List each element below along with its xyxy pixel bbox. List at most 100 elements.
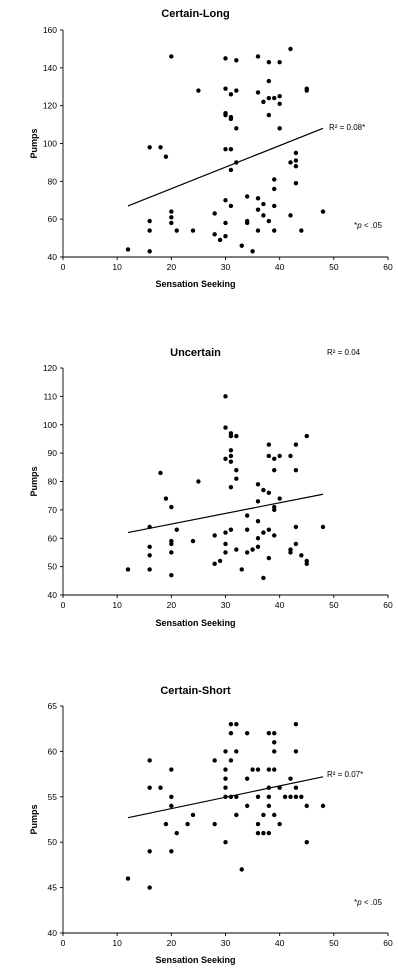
data-point <box>174 228 179 233</box>
data-point <box>261 99 266 105</box>
data-point <box>223 776 228 781</box>
data-point <box>244 803 250 809</box>
data-point <box>266 555 272 561</box>
data-point <box>272 203 277 209</box>
data-point <box>282 794 288 799</box>
data-point <box>212 821 217 827</box>
data-point <box>234 88 239 93</box>
data-point <box>174 830 179 836</box>
data-point <box>293 442 299 447</box>
data-point <box>169 54 174 59</box>
data-point <box>266 527 272 532</box>
data-point <box>266 218 272 224</box>
x-tick-label: 20 <box>167 600 177 610</box>
x-tick-label: 40 <box>275 938 285 948</box>
data-point <box>174 527 179 532</box>
y-tick-label: 50 <box>48 562 58 572</box>
data-point <box>255 794 261 799</box>
x-tick-label: 60 <box>383 600 393 610</box>
data-point <box>158 785 163 790</box>
data-point <box>288 453 293 459</box>
data-point <box>293 794 299 799</box>
data-point <box>223 233 228 239</box>
data-point <box>266 830 272 836</box>
data-point <box>255 519 261 524</box>
trend-line <box>127 493 324 534</box>
data-point <box>244 731 250 736</box>
data-point <box>234 58 239 63</box>
data-point <box>169 550 174 555</box>
data-point <box>223 550 228 555</box>
data-point <box>196 479 201 484</box>
data-point <box>212 561 217 566</box>
data-point <box>244 513 250 518</box>
chart-certain-long: Certain-Long 40 60 80 100 120 140 160 0 10 20 30 40 5… <box>29 8 393 289</box>
x-tick-label: 20 <box>167 938 177 948</box>
x-tick-label: 20 <box>167 262 177 272</box>
r-squared-label: R² = 0.08* <box>329 123 365 132</box>
data-point <box>293 524 299 530</box>
data-point <box>147 145 152 150</box>
data-point <box>272 177 277 182</box>
significance-footnote: *p < .05 <box>354 898 382 907</box>
data-point <box>228 721 234 727</box>
data-point <box>304 88 309 93</box>
data-point <box>261 812 266 818</box>
chart-uncertain: Uncertain 40 50 60 70 80 90 100 110 120 0 10 20 30 40 5… <box>29 347 393 628</box>
data-point <box>266 59 272 65</box>
y-tick-label: 160 <box>43 25 57 35</box>
data-point <box>147 885 152 890</box>
data-point <box>255 54 261 59</box>
data-point <box>228 433 234 439</box>
data-point <box>212 211 217 216</box>
data-point <box>228 527 234 532</box>
data-point <box>288 160 293 165</box>
data-point <box>277 101 282 106</box>
data-point <box>261 575 266 581</box>
data-point <box>234 467 239 473</box>
data-point <box>158 470 163 476</box>
data-point <box>261 530 266 535</box>
data-point <box>244 194 250 199</box>
data-point <box>266 767 272 772</box>
data-point <box>228 146 234 152</box>
data-point <box>217 558 223 564</box>
data-point <box>223 456 228 461</box>
data-point <box>293 164 299 169</box>
data-point <box>320 524 326 530</box>
data-point <box>223 425 228 430</box>
data-point <box>228 92 234 97</box>
data-point <box>288 550 293 555</box>
data-point <box>223 541 228 547</box>
data-point <box>169 572 174 578</box>
data-point <box>277 94 282 99</box>
data-point <box>304 840 309 845</box>
y-tick-label: 60 <box>48 214 58 224</box>
x-tick-label: 30 <box>221 600 231 610</box>
y-tick-label: 120 <box>43 101 57 111</box>
x-axis-label: Sensation Seeking <box>155 618 235 628</box>
data-point <box>272 186 277 192</box>
data-point <box>272 456 277 461</box>
data-point <box>277 126 282 131</box>
data-point <box>304 561 309 566</box>
y-tick-label: 110 <box>43 391 57 401</box>
data-point <box>239 243 244 248</box>
data-point <box>212 533 217 538</box>
data-point <box>266 112 272 118</box>
data-point <box>169 541 174 547</box>
data-point <box>250 249 255 254</box>
data-point <box>272 533 277 538</box>
y-tick-label: 55 <box>48 792 58 802</box>
data-point <box>169 220 174 226</box>
data-point <box>125 876 131 881</box>
trend-line <box>127 127 324 207</box>
x-tick-label: 10 <box>112 938 122 948</box>
data-point <box>244 220 250 226</box>
x-tick-label: 10 <box>112 600 122 610</box>
data-point <box>244 527 250 532</box>
data-point <box>255 544 261 549</box>
data-point <box>304 803 309 809</box>
data-point <box>234 721 239 727</box>
data-point <box>293 721 299 727</box>
